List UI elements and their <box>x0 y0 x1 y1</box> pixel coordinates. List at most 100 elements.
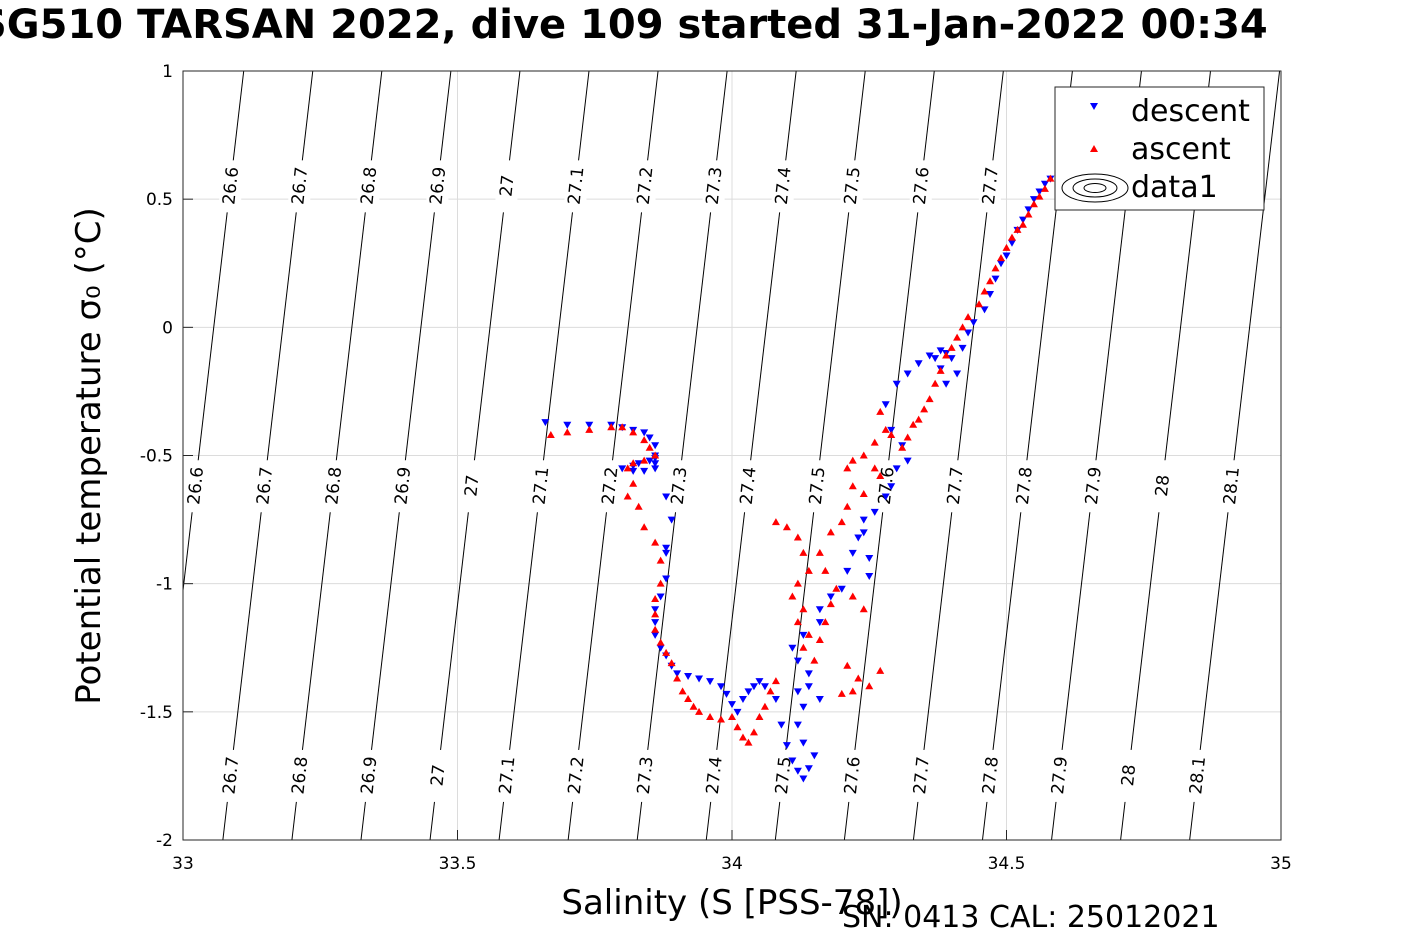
isopycnal-labels: 26.6 26.7 26.8 26.9 27 27.1 27.2 27.3 27.4 27.5 27… <box>184 160 1244 802</box>
descent-point <box>953 370 962 378</box>
isopycnal-label: 27 <box>461 474 483 498</box>
isopycnal-label: 28 <box>1118 764 1140 788</box>
ascent-point <box>640 436 649 444</box>
descent-point <box>903 370 912 378</box>
descent-point <box>618 465 627 473</box>
ascent-point <box>876 472 885 480</box>
descent-point <box>793 767 802 775</box>
isopycnal-label: 27 <box>496 174 518 198</box>
ascent-point <box>997 254 1006 262</box>
ascent-point <box>898 443 907 451</box>
descent-point <box>980 306 989 314</box>
descent-point <box>1029 196 1038 204</box>
isopycnal-label-gap <box>943 460 966 513</box>
ascent-point <box>629 479 638 487</box>
descent-point <box>793 688 802 696</box>
descent-point <box>585 421 594 429</box>
descent-point <box>865 555 874 563</box>
ascent-point <box>964 313 973 321</box>
descent-point <box>760 683 769 691</box>
isopycnal-label-gap <box>322 460 345 513</box>
isopycnal-label-gap <box>840 160 863 213</box>
descent-point <box>958 344 967 352</box>
descent-point <box>804 765 813 773</box>
descent-point <box>645 457 654 465</box>
ascent-point <box>656 556 665 564</box>
ascent-point <box>1018 220 1027 228</box>
ascent-point <box>651 538 660 546</box>
ascent-point <box>909 420 918 428</box>
descent-point <box>931 355 940 363</box>
ascent-point <box>717 715 726 723</box>
ascent-point <box>859 605 868 613</box>
descent-point <box>865 572 874 580</box>
ascent-point <box>870 438 879 446</box>
isopycnal-label-gap <box>909 749 932 802</box>
ascent-point <box>821 618 830 626</box>
descent-point <box>859 529 868 537</box>
descent-point <box>651 606 660 614</box>
ascent-point <box>760 702 769 710</box>
descent-point <box>695 675 704 683</box>
ascent-point <box>793 579 802 587</box>
ascent-point <box>936 366 945 374</box>
x-tick-label: 34.5 <box>988 854 1026 874</box>
descent-point <box>771 696 780 704</box>
ascent-point <box>848 592 857 600</box>
descent-point <box>947 355 956 363</box>
descent-point <box>804 683 813 691</box>
y-tick-label: 0.5 <box>146 190 173 210</box>
ascent-point <box>848 456 857 464</box>
isopycnal-label: 27.6 <box>841 756 865 796</box>
isopycnal-label: 27.2 <box>565 756 589 796</box>
y-tick-label: 1 <box>162 62 173 82</box>
descent-point <box>563 421 572 429</box>
descent-point <box>722 690 731 698</box>
isopycnal-label: 27.1 <box>530 466 554 506</box>
descent-point <box>986 291 995 299</box>
ascent-point <box>766 687 775 695</box>
ascent-point <box>859 451 868 459</box>
isopycnal-label: 27.3 <box>703 166 727 206</box>
ascent-point <box>1046 174 1055 182</box>
descent-point <box>887 483 896 491</box>
descent-point <box>738 696 747 704</box>
x-tick-label: 35 <box>1270 854 1292 874</box>
ascent-point <box>618 423 627 431</box>
isopycnal-label: 27.5 <box>772 756 796 796</box>
isopycnal-label-gap <box>253 460 276 513</box>
ascent-point <box>623 492 632 500</box>
isopycnal-label-gap <box>1186 749 1209 802</box>
descent-point <box>1018 216 1027 224</box>
descent-point <box>662 575 671 583</box>
ascent-point <box>782 523 791 531</box>
descent-point <box>656 593 665 601</box>
isopycnal-label: 27.5 <box>806 466 830 506</box>
isopycnal-label: 27.8 <box>1013 466 1037 506</box>
ascent-point <box>651 451 660 459</box>
y-tick-label: -0.5 <box>140 447 173 467</box>
descent-point <box>887 426 896 434</box>
descent-point <box>788 644 797 652</box>
isopycnal-label-gap <box>840 749 863 802</box>
ascent-point <box>744 738 753 746</box>
legend-data1-label: data1 <box>1131 170 1218 205</box>
descent-point <box>662 544 671 552</box>
ascent-point <box>651 595 660 603</box>
isopycnal-label: 27.2 <box>599 466 623 506</box>
isopycnal-label-gap <box>1012 460 1035 513</box>
ascent-point <box>837 689 846 697</box>
ascent-point <box>859 489 868 497</box>
ascent-point <box>799 605 808 613</box>
isopycnal-label-gap <box>288 749 311 802</box>
ascent-point <box>788 592 797 600</box>
ascent-point <box>958 323 967 331</box>
ascent-point <box>563 428 572 436</box>
isopycnal-label-gap <box>460 460 483 513</box>
isopycnal-label: 27.7 <box>910 756 934 796</box>
ascent-point <box>640 456 649 464</box>
isopycnal-label-gap <box>184 460 207 513</box>
legend-descent-marker <box>1090 103 1098 110</box>
x-tick-label: 33.5 <box>439 854 477 874</box>
